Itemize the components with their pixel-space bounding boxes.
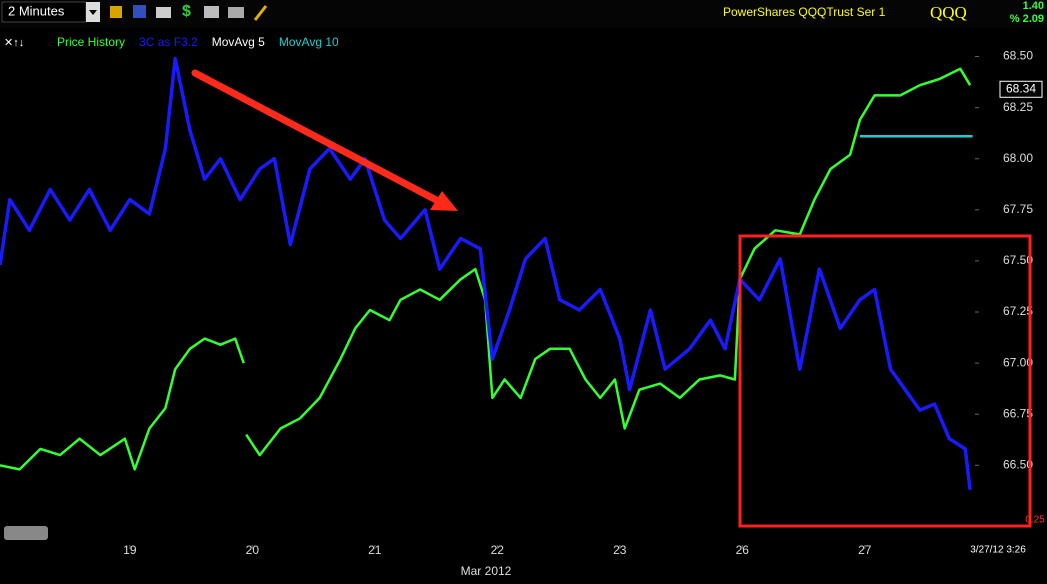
lock-icon[interactable] — [110, 6, 122, 18]
y-tick-label: 66.50 — [1003, 457, 1033, 471]
y-tick-label: 67.00 — [1003, 355, 1033, 369]
legend-entry[interactable]: 3C as F3.2 — [139, 35, 198, 49]
series-line — [0, 67, 972, 471]
legend-entry[interactable]: Price History — [57, 35, 125, 49]
interval: 2 Minutes — [8, 3, 65, 18]
toolbar — [0, 0, 1047, 28]
change-pct: % 2.09 — [1010, 13, 1044, 25]
y-tick-label: 68.50 — [1003, 49, 1033, 63]
scroll-button[interactable] — [4, 526, 48, 540]
y-tick-label: 67.25 — [1003, 304, 1033, 318]
save-icon[interactable] — [133, 5, 146, 18]
annotation-arrow — [191, 69, 444, 206]
highlight-box — [738, 234, 1032, 528]
y-tick-label: 67.50 — [1003, 253, 1033, 267]
change: 1.40 — [1023, 0, 1044, 12]
plot: 66.50 66.75 67.00 67.25 67.50 67.75 68.00 68.25… — [0, 35, 1043, 557]
x-tick-label: 19 — [123, 543, 137, 557]
y-tick-label: 67.75 — [1003, 202, 1033, 216]
dollar-icon[interactable]: $ — [182, 3, 191, 20]
x-tick-label: 21 — [368, 543, 382, 557]
print-icon[interactable] — [204, 6, 219, 18]
symbol: QQQ — [930, 3, 967, 22]
dropdown-arrow — [89, 10, 97, 15]
legend-entry[interactable]: MovAvg 5 — [212, 35, 265, 49]
y-tick-label: 68.25 — [1003, 100, 1033, 114]
x-tick-label: 23 — [613, 543, 627, 557]
x-tick-label: 27 — [858, 543, 872, 557]
x-axis-label: Mar 2012 — [461, 564, 512, 578]
legend-tools[interactable]: ✕↑↓ — [4, 37, 24, 49]
x-tick-label: 20 — [246, 543, 260, 557]
x-tick-label: 22 — [491, 543, 505, 557]
y-tick-label: 66.75 — [1003, 406, 1033, 420]
lower-label: 0.25 — [1025, 515, 1045, 526]
mail-icon[interactable] — [156, 7, 171, 18]
instrument: PowerShares QQQTrust Ser 1 — [723, 5, 886, 19]
last-value: 68.34 — [1006, 81, 1036, 95]
grid-icon[interactable] — [228, 7, 244, 18]
timestamp: 3/27/12 3:26 — [970, 545, 1026, 556]
last-value-box — [999, 80, 1043, 98]
pencil-icon[interactable] — [253, 5, 268, 21]
x-tick-label: 26 — [736, 543, 750, 557]
series-line — [0, 56, 972, 491]
legend-entry[interactable]: MovAvg 10 — [279, 35, 339, 49]
y-tick-label: 68.00 — [1003, 151, 1033, 165]
arrow-head — [430, 191, 458, 211]
